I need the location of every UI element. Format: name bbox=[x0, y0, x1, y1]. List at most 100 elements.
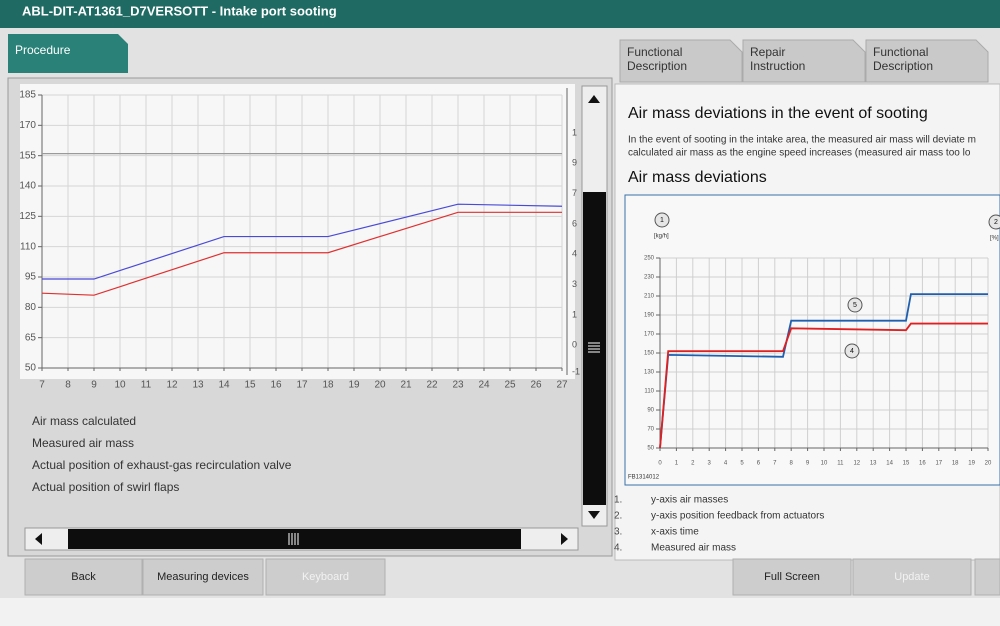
button-label[interactable]: Update bbox=[894, 571, 929, 583]
tab-label[interactable]: Procedure bbox=[15, 43, 71, 57]
status-strip bbox=[0, 598, 1000, 626]
x-tick-label: 14 bbox=[886, 461, 893, 467]
y2-tick-label: 3 bbox=[572, 279, 577, 289]
x-tick-label: 13 bbox=[870, 461, 877, 467]
x-tick-label: 16 bbox=[919, 461, 926, 467]
legend-entry: Measured air mass bbox=[32, 436, 134, 450]
y-tick-label: 210 bbox=[644, 294, 655, 300]
x-tick-label: 14 bbox=[218, 380, 230, 391]
button[interactable] bbox=[732, 558, 852, 596]
button[interactable] bbox=[265, 558, 386, 596]
y-tick-label: 140 bbox=[19, 181, 36, 192]
title-bar bbox=[0, 0, 1000, 28]
x-tick-label: 17 bbox=[935, 461, 942, 467]
note-number: 4. bbox=[614, 543, 622, 554]
tab-label[interactable]: Functional bbox=[873, 45, 928, 59]
x-tick-label: 18 bbox=[952, 461, 959, 467]
y-tick-label: 125 bbox=[19, 211, 36, 222]
grip bbox=[288, 533, 299, 545]
y-tick-label: 65 bbox=[25, 332, 37, 343]
tab-label[interactable]: Description bbox=[627, 59, 687, 73]
x-tick-label: 10 bbox=[114, 380, 126, 391]
x-tick-label: 3 bbox=[708, 461, 712, 467]
x-tick-label: 10 bbox=[821, 461, 828, 467]
tab-label[interactable]: Instruction bbox=[750, 59, 805, 73]
x-tick-label: 21 bbox=[400, 380, 412, 391]
x-tick-label: 1 bbox=[675, 461, 679, 467]
tab[interactable] bbox=[865, 39, 989, 83]
button[interactable] bbox=[852, 558, 972, 596]
x-tick-label: 2 bbox=[691, 461, 695, 467]
scroll-right[interactable] bbox=[561, 533, 568, 545]
x-tick-label: 24 bbox=[478, 380, 490, 391]
x-tick-label: 18 bbox=[322, 380, 334, 391]
note-text: y-axis position feedback from actuators bbox=[651, 511, 824, 522]
tab[interactable] bbox=[619, 39, 743, 83]
y-tick-label: 130 bbox=[644, 370, 655, 376]
y-tick-label: 150 bbox=[644, 351, 655, 357]
y-tick-label: 170 bbox=[19, 120, 36, 131]
annotation: 1 bbox=[660, 217, 664, 224]
note-text: x-axis time bbox=[651, 527, 699, 538]
note-number: 2. bbox=[614, 511, 622, 522]
button-label[interactable]: Back bbox=[71, 571, 96, 583]
y2-tick-label: 7 bbox=[572, 188, 577, 198]
scroll-down[interactable] bbox=[588, 511, 600, 519]
y-tick-label: 155 bbox=[19, 150, 36, 161]
x-tick-label: 23 bbox=[452, 380, 464, 391]
y-tick-label: 170 bbox=[644, 332, 655, 338]
procedure-tab[interactable] bbox=[8, 34, 128, 73]
annotation-marker bbox=[847, 297, 863, 313]
x-tick-label: 5 bbox=[740, 461, 744, 467]
x-tick-label: 0 bbox=[658, 461, 662, 467]
figure-frame bbox=[624, 194, 1000, 486]
x-tick-label: 13 bbox=[192, 380, 204, 391]
x-tick-label: 7 bbox=[39, 380, 45, 391]
scroll-up[interactable] bbox=[588, 95, 600, 103]
y2-tick-label: 4 bbox=[572, 249, 577, 259]
x-tick-label: 8 bbox=[65, 380, 71, 391]
series-line bbox=[41, 211, 562, 296]
button[interactable] bbox=[24, 558, 143, 596]
x-tick-label: 19 bbox=[968, 461, 975, 467]
tab[interactable] bbox=[742, 39, 866, 83]
note-text: y-axis air masses bbox=[651, 495, 728, 506]
y-tick-label: 185 bbox=[19, 90, 36, 101]
tab-label[interactable]: Repair bbox=[750, 45, 785, 59]
x-tick-label: 25 bbox=[504, 380, 516, 391]
x-tick-label: 16 bbox=[270, 380, 282, 391]
x-tick-label: 20 bbox=[985, 461, 992, 467]
y-tick-label: 80 bbox=[25, 302, 37, 313]
y2-tick-label: -1 bbox=[572, 366, 580, 376]
heading: Air mass deviations in the event of soot… bbox=[628, 105, 928, 122]
legend-entry: Actual position of exhaust-gas recircula… bbox=[32, 458, 292, 472]
legend-entry: Air mass calculated bbox=[32, 414, 136, 428]
scroll-left[interactable] bbox=[35, 533, 42, 545]
legend-entry: Actual position of swirl flaps bbox=[32, 480, 179, 494]
x-tick-label: 22 bbox=[426, 380, 438, 391]
annotation-marker bbox=[988, 214, 1000, 230]
body-text: In the event of sooting in the intake ar… bbox=[628, 135, 976, 146]
grip bbox=[588, 342, 600, 353]
y-tick-label: 50 bbox=[647, 446, 654, 452]
button-label[interactable]: Keyboard bbox=[302, 571, 349, 583]
tab-label[interactable]: Description bbox=[873, 59, 933, 73]
x-tick-label: 27 bbox=[556, 380, 568, 391]
button-label[interactable]: Measuring devices bbox=[157, 571, 249, 583]
tab-label[interactable]: Functional bbox=[627, 45, 682, 59]
y2-tick-label: 1 bbox=[572, 309, 577, 319]
note-number: 3. bbox=[614, 527, 622, 538]
y2-tick-label: 9 bbox=[572, 158, 577, 168]
x-tick-label: 11 bbox=[837, 461, 844, 467]
button[interactable] bbox=[974, 558, 1000, 596]
subheading: Air mass deviations bbox=[628, 169, 767, 186]
x-tick-label: 15 bbox=[244, 380, 256, 391]
note-text: Measured air mass bbox=[651, 543, 736, 554]
annotation-marker bbox=[844, 343, 860, 359]
button[interactable] bbox=[142, 558, 264, 596]
button-label[interactable]: Full Screen bbox=[764, 571, 820, 583]
x-tick-label: 12 bbox=[166, 380, 178, 391]
y-tick-label: 95 bbox=[25, 272, 37, 283]
annotation: 4 bbox=[850, 348, 854, 355]
